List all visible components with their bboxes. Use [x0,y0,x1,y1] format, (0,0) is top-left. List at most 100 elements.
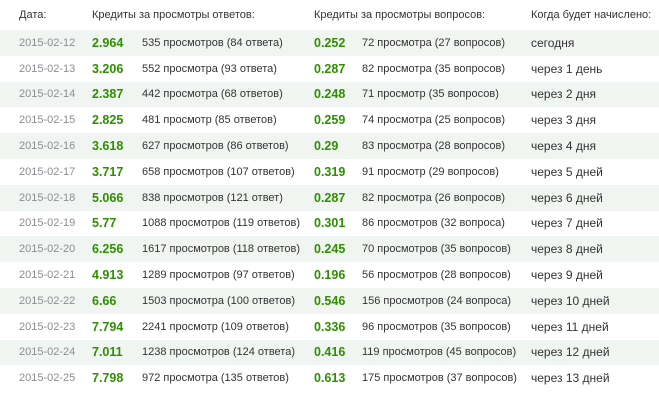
table-row: 2015-02-16 3.618 627 просмотров (86 ответо… [0,133,659,159]
row-questions-views: 82 просмотра (35 вопросов) [362,62,505,75]
row-when: через 11 дней [531,319,609,334]
row-questions-views: 156 просмотров (24 вопроса) [362,294,511,307]
row-date: 2015-02-14 [19,88,76,101]
row-date: 2015-02-20 [19,243,76,256]
row-answers-credit: 4.913 [92,268,124,283]
row-questions-views: 119 просмотров (45 вопросов) [362,346,517,359]
row-answers-views: 658 просмотров (107 ответов) [142,165,295,178]
row-questions-views: 72 просмотра (27 вопросов) [362,36,505,49]
header-questions-credits: Кредиты за просмотры вопросов: [314,9,486,21]
row-questions-credit: 0.301 [314,216,346,231]
table-row: 2015-02-25 7.798 972 просмотра (135 ответо… [0,365,659,391]
row-questions-credit: 0.252 [314,35,346,50]
table-row: 2015-02-12 2.964 535 просмотров (84 ответа… [0,30,659,56]
row-when: через 1 день [531,61,603,76]
row-answers-views: 1238 просмотров (124 ответа) [142,346,295,359]
row-when: через 2 дня [531,87,596,102]
table-row: 2015-02-14 2.387 442 просмотра (68 ответов… [0,81,659,108]
row-answers-views: 1289 просмотров (97 ответов) [142,269,295,282]
row-date: 2015-02-24 [19,346,76,359]
row-answers-views: 627 просмотров (86 ответов) [142,140,289,153]
row-questions-views: 96 просмотров (35 вопросов) [362,320,511,333]
row-answers-credit: 2.387 [92,87,124,102]
row-when: через 7 дней [531,216,603,231]
row-date: 2015-02-16 [19,140,76,153]
row-answers-views: 1503 просмотра (100 ответов) [142,294,295,307]
row-questions-views: 175 просмотров (37 вопросов) [362,372,517,385]
row-questions-credit: 0.336 [314,319,346,334]
table-header: Дата: Кредиты за просмотры ответов: Кред… [0,0,659,30]
row-questions-views: 91 просмотр (29 вопросов) [362,165,499,178]
table-row: 2015-02-13 3.206 552 просмотра (93 ответа)… [0,56,659,82]
row-questions-credit: 0.416 [314,345,346,360]
row-answers-views: 1617 просмотров (118 ответов) [142,243,301,256]
row-date: 2015-02-23 [19,320,76,333]
table-row: 2015-02-21 4.913 1289 просмотров (97 ответ… [0,262,659,288]
row-date: 2015-02-21 [19,269,76,282]
row-answers-credit: 3.717 [92,164,124,179]
row-questions-views: 82 просмотра (26 вопросов) [362,191,505,204]
row-questions-credit: 0.29 [314,139,339,154]
table-body: 2015-02-12 2.964 535 просмотров (84 ответа… [0,30,659,391]
table-row: 2015-02-24 7.011 1238 просмотров (124 отве… [0,339,659,366]
table-row: 2015-02-20 6.256 1617 просмотров (118 отве… [0,236,659,263]
row-questions-credit: 0.613 [314,371,346,386]
row-questions-views: 56 просмотров (28 вопросов) [362,269,511,282]
row-when: через 12 дней [531,345,610,360]
row-questions-credit: 0.546 [314,293,346,308]
row-questions-credit: 0.248 [314,87,346,102]
table-row: 2015-02-19 5.77 1088 просмотров (119 ответ… [0,211,659,237]
row-answers-credit: 7.798 [92,371,124,386]
row-when: через 4 дня [531,139,596,154]
table-row: 2015-02-18 5.066 838 просмотров (121 ответ… [0,184,659,211]
row-questions-credit: 0.259 [314,113,346,128]
row-when: сегодня [531,35,575,50]
row-answers-credit: 6.66 [92,293,117,308]
row-answers-views: 1088 просмотров (119 ответов) [142,217,301,230]
row-answers-views: 442 просмотра (68 ответов) [142,88,283,101]
row-answers-credit: 3.206 [92,61,124,76]
row-answers-credit: 5.77 [92,216,117,231]
row-questions-views: 71 просмотр (35 вопросов) [362,88,499,101]
row-date: 2015-02-17 [19,165,76,178]
row-date: 2015-02-18 [19,191,76,204]
row-when: через 6 дней [531,190,603,205]
row-when: через 3 дня [531,113,596,128]
row-questions-credit: 0.287 [314,190,346,205]
row-questions-credit: 0.196 [314,268,346,283]
table-row: 2015-02-23 7.794 2241 просмотр (109 ответо… [0,314,659,340]
row-answers-credit: 2.964 [92,35,124,50]
row-answers-credit: 7.794 [92,319,124,334]
row-date: 2015-02-13 [19,62,76,75]
row-answers-views: 535 просмотров (84 ответа) [142,36,283,49]
table-row: 2015-02-15 2.825 481 просмотр (85 ответов)… [0,107,659,133]
header-answers-credits: Кредиты за просмотры ответов: [92,9,255,21]
row-date: 2015-02-19 [19,217,76,230]
header-date: Дата: [19,9,47,21]
row-answers-views: 552 просмотра (93 ответа) [142,62,277,75]
row-questions-views: 83 просмотра (28 вопросов) [362,140,505,153]
row-answers-credit: 6.256 [92,242,124,257]
row-questions-credit: 0.245 [314,242,346,257]
row-questions-views: 74 просмотра (25 вопросов) [362,114,505,127]
row-date: 2015-02-25 [19,372,76,385]
row-answers-views: 481 просмотр (85 ответов) [142,114,277,127]
row-answers-credit: 7.011 [92,345,123,360]
row-questions-views: 70 просмотров (35 вопросов) [362,243,511,256]
row-answers-views: 972 просмотра (135 ответов) [142,372,289,385]
table-row: 2015-02-22 6.66 1503 просмотра (100 ответо… [0,287,659,314]
row-date: 2015-02-22 [19,294,76,307]
row-when: через 9 дней [531,268,603,283]
row-when: через 8 дней [531,242,603,257]
row-questions-credit: 0.319 [314,164,346,179]
row-questions-views: 86 просмотров (32 вопроса) [362,217,505,230]
row-answers-views: 2241 просмотр (109 ответов) [142,320,289,333]
row-questions-credit: 0.287 [314,61,346,76]
row-answers-credit: 5.066 [92,190,124,205]
row-date: 2015-02-12 [19,36,76,49]
row-answers-credit: 3.618 [92,139,124,154]
row-when: через 5 дней [531,164,603,179]
row-answers-credit: 2.825 [92,113,124,128]
header-when: Когда будет начислено: [531,9,652,21]
